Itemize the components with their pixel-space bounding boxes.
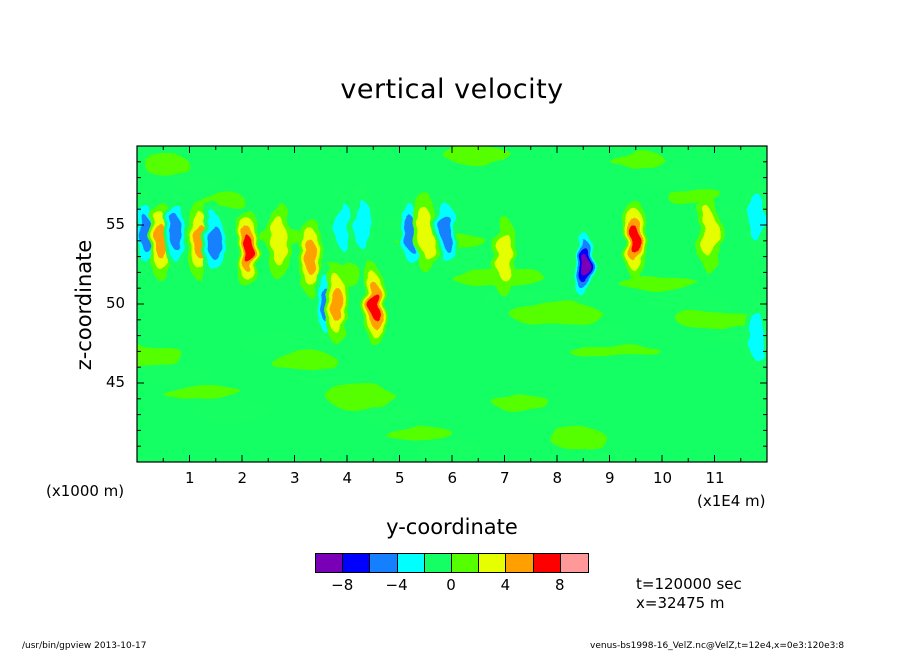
field-patch (137, 456, 159, 462)
x-tick-label: 9 (605, 469, 615, 487)
x-tick-label: 10 (653, 469, 673, 487)
field-patch (143, 152, 188, 177)
field-patch (492, 393, 549, 412)
colorbar-label: 4 (500, 576, 511, 594)
x-tick-label: 5 (395, 469, 405, 487)
colorbar-label: −4 (385, 576, 408, 594)
colorbar-cell (424, 554, 452, 572)
colorbar-label: 8 (555, 576, 565, 594)
field-patch (647, 289, 728, 314)
contour-feature (206, 223, 220, 258)
x-tick-label: 4 (342, 469, 353, 487)
field-patch (676, 310, 757, 329)
field-patch (172, 173, 217, 192)
contour-feature (403, 215, 417, 251)
contour-feature (303, 239, 317, 274)
field-patch (608, 153, 665, 166)
field-patch (356, 406, 425, 425)
contour-feature (748, 193, 765, 242)
contour-feature (241, 235, 253, 263)
x-tick-label: 8 (552, 469, 563, 487)
y-tick-label: 55 (106, 215, 126, 233)
contour-feature (367, 290, 379, 318)
field-patch (442, 146, 511, 164)
contour-feature (701, 208, 718, 257)
x-scale-note: (x1000 m) (46, 482, 125, 500)
chart-title: vertical velocity (340, 74, 564, 105)
colorbar-cell (479, 554, 507, 572)
contour-feature (333, 201, 350, 249)
field-patch (413, 439, 482, 462)
colorbar-label: 0 (446, 576, 456, 594)
colorbar-cell (533, 554, 561, 572)
field-patch (161, 386, 242, 399)
colorbar-cell (560, 554, 588, 572)
x-axis-label: y-coordinate (386, 515, 518, 539)
colorbar-cell (343, 554, 371, 572)
field-patch (190, 398, 271, 423)
y-tick-label: 50 (106, 294, 126, 312)
field-patch (568, 344, 661, 357)
x-tick-label: 2 (237, 469, 248, 487)
colorbar-cell (370, 554, 398, 572)
contour-feature (270, 216, 287, 265)
x-tick-label: 1 (185, 469, 195, 487)
x-tick-label: 11 (705, 469, 725, 487)
colorbar-cell (451, 554, 480, 572)
x-tick-label: 7 (500, 469, 510, 487)
position-annotation: x=32475 m (636, 594, 725, 612)
x-unit-note: (x1E4 m) (697, 492, 766, 510)
colorbar-cell (397, 554, 425, 572)
contour-feature (440, 215, 454, 251)
field-patch (137, 365, 213, 384)
field-patch (539, 323, 632, 342)
contour-feature (417, 208, 434, 257)
contour-feature (170, 215, 183, 251)
y-axis-label: z-coordinate (72, 239, 96, 371)
contour-feature (354, 201, 371, 249)
contour-feature (630, 227, 642, 255)
field-patch (269, 352, 338, 371)
colorbar-cell (506, 554, 534, 572)
contour-feature (578, 253, 588, 276)
contour-feature (154, 223, 167, 258)
contour-feature (496, 232, 513, 281)
field-patch (384, 427, 453, 440)
field-patch (240, 330, 309, 355)
contour-feature (138, 215, 152, 251)
field-patch (550, 426, 607, 451)
colorbar (315, 553, 589, 573)
field-patch (510, 302, 603, 327)
colorbar-label: −8 (331, 576, 354, 594)
field-patch (579, 447, 636, 462)
time-annotation: t=120000 sec (636, 575, 742, 593)
y-tick-label: 45 (106, 373, 126, 391)
field-patch (327, 385, 396, 410)
field-patch (637, 165, 694, 190)
x-tick-label: 3 (290, 469, 300, 487)
x-tick-label: 6 (447, 469, 458, 487)
contour-feature (748, 311, 765, 360)
field-patch (618, 277, 699, 290)
field-patch (521, 414, 578, 427)
colorbar-cell (316, 554, 344, 572)
footer-source: venus-bs1998-16_VelZ.nc@VelZ,t=12e4,x=0e… (590, 641, 845, 651)
contour-feature (330, 286, 343, 322)
field-patch (137, 343, 184, 368)
field-patch (298, 373, 367, 386)
field-patch (481, 290, 574, 303)
footer-command: /usr/bin/gpview 2013-10-17 (22, 641, 147, 651)
